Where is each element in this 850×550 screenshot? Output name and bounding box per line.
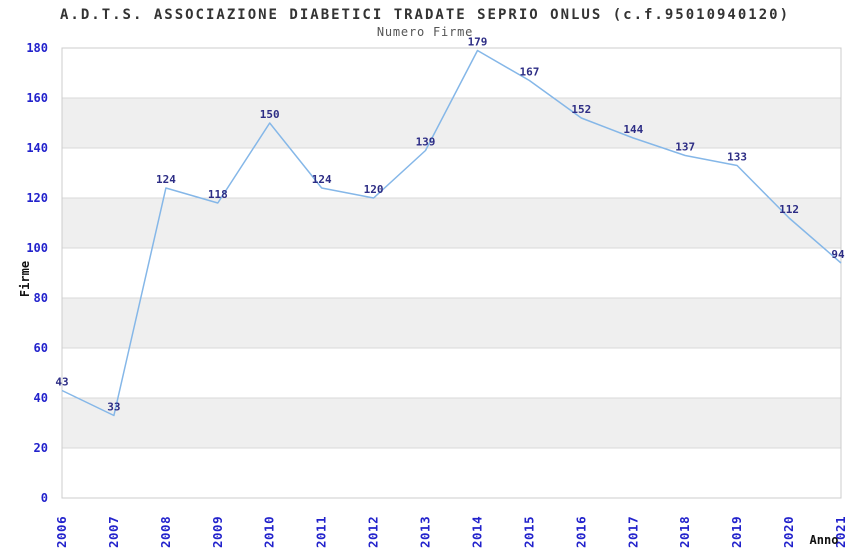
y-tick-label: 80 <box>34 291 48 305</box>
x-tick-label: 2017 <box>625 516 640 548</box>
y-tick-label: 0 <box>41 491 48 505</box>
data-point-label: 137 <box>675 141 695 154</box>
x-axis-title: Anno <box>809 533 839 547</box>
y-tick-label: 160 <box>26 91 48 105</box>
band-stripe <box>62 398 841 448</box>
data-point-label: 133 <box>727 151 747 164</box>
chart-title: A.D.T.S. ASSOCIAZIONE DIABETICI TRADATE … <box>59 7 790 23</box>
y-tick-label: 180 <box>26 41 48 55</box>
x-tick-label: 2019 <box>729 516 744 548</box>
chart-subtitle: Numero Firme <box>376 25 474 39</box>
y-tick-label: 20 <box>34 441 48 455</box>
data-point-label: 144 <box>623 123 643 136</box>
band-stripe <box>62 98 841 148</box>
y-tick-label: 60 <box>34 341 48 355</box>
x-tick-label: 2006 <box>54 516 69 548</box>
x-tick-label: 2007 <box>106 516 121 548</box>
data-point-label: 112 <box>779 203 799 216</box>
x-tick-label: 2008 <box>158 516 173 548</box>
x-tick-label: 2013 <box>418 516 433 548</box>
data-point-label: 118 <box>208 188 228 201</box>
data-point-label: 124 <box>156 173 176 186</box>
plot-border <box>61 47 842 499</box>
data-point-label: 167 <box>519 66 539 79</box>
data-point-label: 124 <box>312 173 332 186</box>
data-point-label: 33 <box>107 401 120 414</box>
data-point-label: 94 <box>831 248 845 261</box>
data-point-label: 152 <box>571 103 591 116</box>
band-stripe <box>62 298 841 348</box>
x-tick-label: 2012 <box>366 516 381 548</box>
x-tick-label: 2016 <box>573 516 588 548</box>
band-stripe <box>62 198 841 248</box>
x-tick-label: 2009 <box>210 516 225 548</box>
x-tick-label: 2015 <box>521 516 536 548</box>
x-tick-label: 2011 <box>314 516 329 548</box>
y-tick-label: 40 <box>34 391 48 405</box>
y-tick-label: 120 <box>26 191 48 205</box>
x-tick-label: 2021 <box>833 516 848 548</box>
data-point-label: 139 <box>416 136 436 149</box>
x-tick-label: 2018 <box>677 516 692 548</box>
y-axis-title: Firme <box>18 260 32 298</box>
y-tick-label: 140 <box>26 141 48 155</box>
x-tick-label: 2010 <box>262 516 277 548</box>
data-point-label: 120 <box>364 183 384 196</box>
y-tick-label: 100 <box>26 241 48 255</box>
x-tick-label: 2014 <box>470 516 485 548</box>
data-point-label: 179 <box>468 36 488 49</box>
data-point-label: 43 <box>55 376 68 389</box>
data-line <box>61 49 842 417</box>
x-tick-label: 2020 <box>781 516 796 548</box>
data-point-label: 150 <box>260 108 280 121</box>
